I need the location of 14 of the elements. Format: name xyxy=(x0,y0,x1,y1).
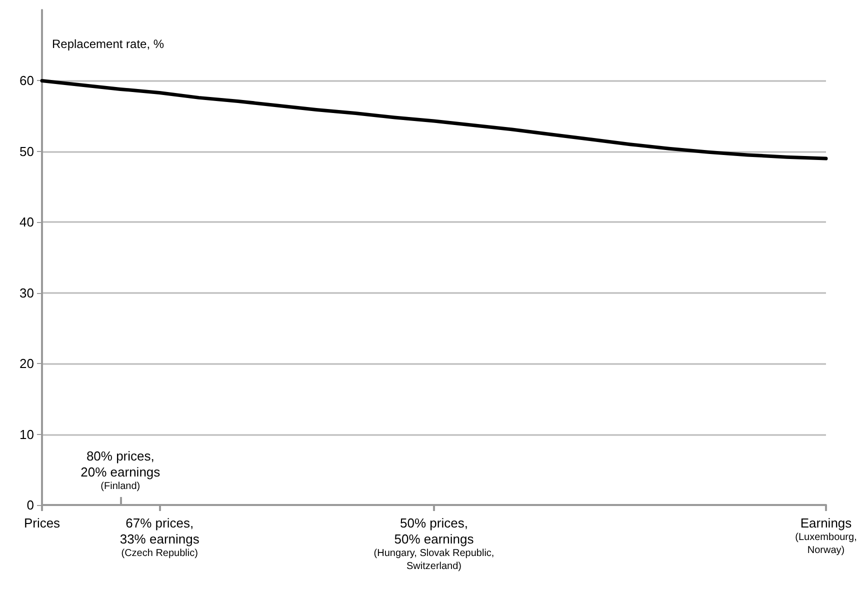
x-tick-label: 80% prices, 20% earnings (Finland) xyxy=(80,448,161,492)
y-tick-label: 40 xyxy=(20,214,34,230)
y-tick-label: 0 xyxy=(26,498,34,512)
y-axis-title: Replacement rate, % xyxy=(52,37,164,51)
x-tick-label: Prices xyxy=(24,516,61,530)
y-tick-label: 50 xyxy=(20,144,34,159)
y-tick-label: 10 xyxy=(20,426,34,442)
x-tick-label: 50% prices, 50% earnings (Hungary, Slovak Republic, Switzerland) xyxy=(374,516,494,572)
x-tick-label: Earnings (Luxembourg, Norway) xyxy=(795,516,857,556)
y-tick-label: 60 xyxy=(20,73,34,88)
line-series xyxy=(40,78,828,160)
y-tick-label: 20 xyxy=(20,356,34,372)
x-tick-label: 67% prices, 33% earnings (Czech Republic) xyxy=(120,516,200,559)
y-tick-label: 30 xyxy=(20,285,34,300)
